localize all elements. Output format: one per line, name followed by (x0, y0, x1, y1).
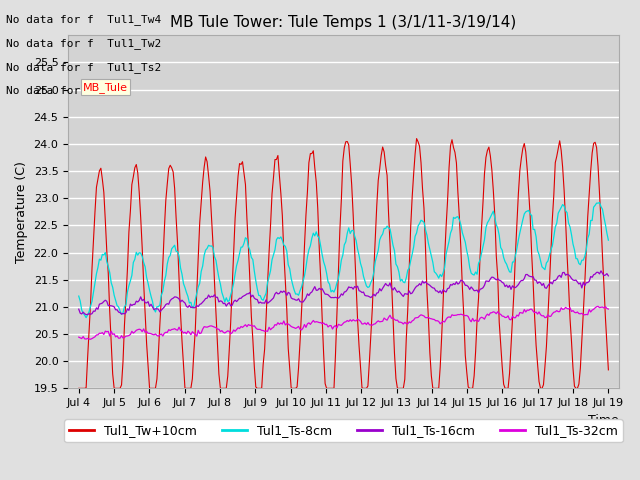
Legend: Tul1_Tw+10cm, Tul1_Ts-8cm, Tul1_Ts-16cm, Tul1_Ts-32cm: Tul1_Tw+10cm, Tul1_Ts-8cm, Tul1_Ts-16cm,… (64, 419, 623, 442)
Text: MB_Tule: MB_Tule (83, 82, 128, 93)
Y-axis label: Temperature (C): Temperature (C) (15, 161, 28, 263)
Text: No data for f  Tul1_Tw4: No data for f Tul1_Tw4 (6, 14, 162, 25)
X-axis label: Time: Time (588, 414, 619, 427)
Text: No data for f: No data for f (6, 86, 108, 96)
Title: MB Tule Tower: Tule Temps 1 (3/1/11-3/19/14): MB Tule Tower: Tule Temps 1 (3/1/11-3/19… (170, 15, 516, 30)
Text: No data for f  Tul1_Ts2: No data for f Tul1_Ts2 (6, 62, 162, 73)
Text: No data for f  Tul1_Tw2: No data for f Tul1_Tw2 (6, 38, 162, 49)
